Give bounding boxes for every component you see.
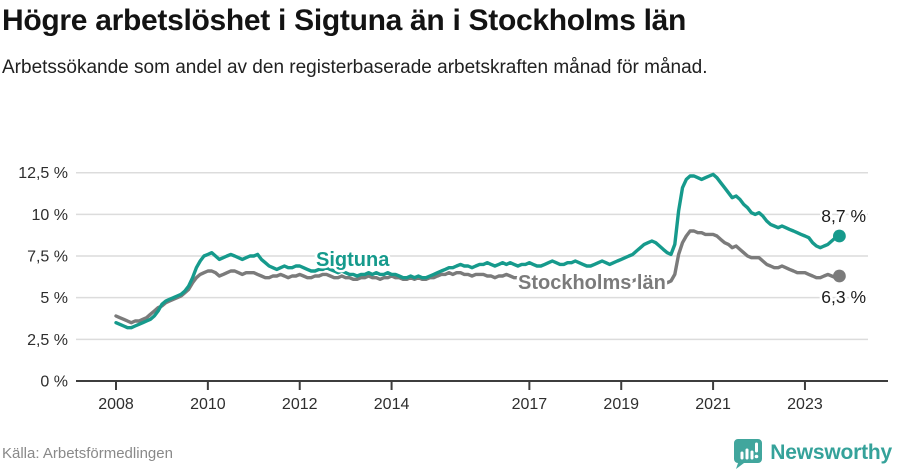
series-label-stockholms-län: Stockholms län <box>518 272 666 294</box>
page-title: Högre arbetslöshet i Sigtuna än i Stockh… <box>2 4 687 37</box>
newsworthy-brand: Newsworthy <box>733 437 892 469</box>
x-tick-label: 2012 <box>282 396 318 413</box>
x-tick-label: 2008 <box>98 396 134 413</box>
x-tick-label: 2023 <box>787 396 823 413</box>
series-line-sigtuna <box>114 172 842 330</box>
end-dot-sigtuna <box>833 229 846 243</box>
y-tick-label: 7,5 % <box>27 249 68 266</box>
x-tick-label: 2010 <box>190 396 226 413</box>
y-tick-label: 5 % <box>40 290 68 307</box>
newsworthy-logo-icon <box>734 439 763 469</box>
x-tick-label: 2019 <box>603 396 639 413</box>
chart-subtitle: Arbetssökande som andel av den registerb… <box>2 56 708 78</box>
source-credit: Källa: Arbetsförmedlingen <box>2 444 173 462</box>
y-tick-label: 0 % <box>40 374 68 391</box>
x-tick-label: 2021 <box>695 396 731 413</box>
x-tick-label: 2017 <box>512 396 548 413</box>
y-tick-label: 2,5 % <box>27 332 68 349</box>
y-tick-label: 10 % <box>32 207 68 224</box>
x-tick-label: 2014 <box>374 396 410 413</box>
chart-footer: Källa: Arbetsförmedlingen Newsworthy <box>0 436 900 470</box>
newsworthy-wordmark: Newsworthy <box>770 441 892 464</box>
series-line-stockholms-län <box>114 229 842 325</box>
end-value-label-sigtuna: 8,7 % <box>821 206 866 226</box>
series-label-sigtuna: Sigtuna <box>316 249 390 271</box>
chart-header: Högre arbetslöshet i Sigtuna än i Stockh… <box>2 4 882 81</box>
end-value-label-stockholms-län: 6,3 % <box>821 287 866 307</box>
y-tick-label: 12,5 % <box>18 165 68 182</box>
end-dot-stockholms-län <box>833 269 846 283</box>
